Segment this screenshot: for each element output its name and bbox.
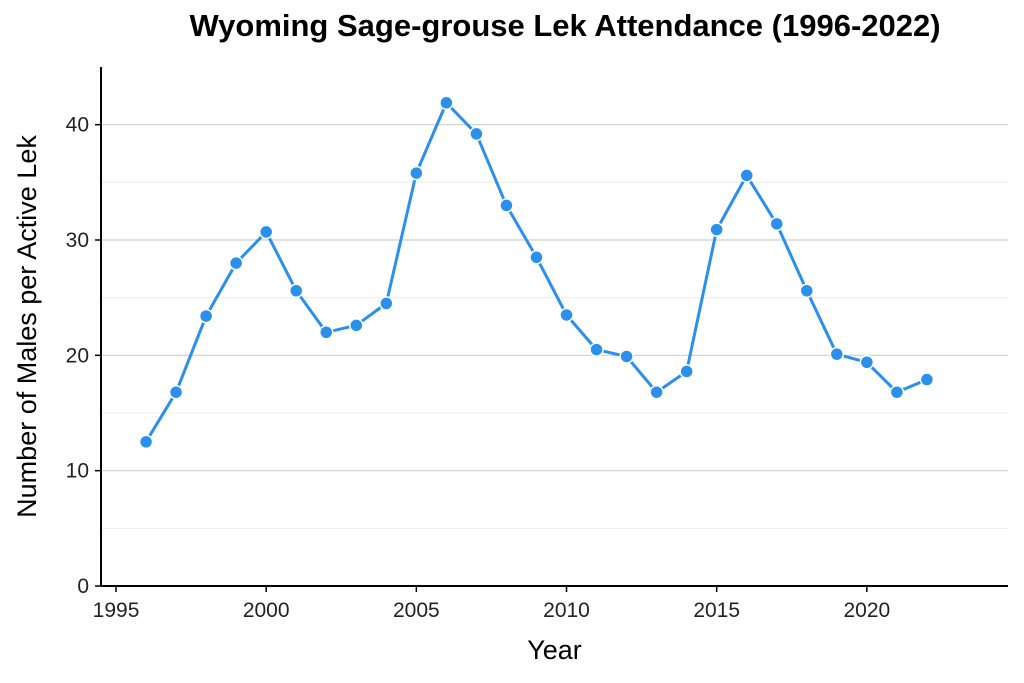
data-point (769, 216, 784, 232)
data-point (919, 372, 935, 387)
data-point (439, 95, 454, 111)
gridlines (101, 124, 1008, 529)
tick-labels: 0 10 20 30 40 1995 2000 2005 2010 2015 2020 (66, 114, 891, 622)
data-point (138, 434, 154, 450)
x-tick-label: 1995 (93, 599, 140, 622)
data-point (499, 198, 514, 213)
data-point (228, 255, 244, 271)
y-axis-title: Number of Males per Active Lek (12, 135, 42, 518)
data-point (739, 168, 754, 183)
data-point (889, 384, 905, 400)
y-tick-label: 10 (66, 460, 89, 483)
data-point (619, 349, 634, 364)
x-tick-label: 2015 (693, 599, 740, 622)
y-tick-label: 30 (66, 229, 89, 252)
data-point (649, 384, 664, 400)
data-point (589, 342, 604, 357)
data-point (288, 283, 304, 298)
x-tick-label: 2000 (243, 599, 290, 622)
data-series (138, 95, 935, 450)
data-point (318, 325, 334, 340)
x-axis-title: Year (527, 635, 582, 665)
data-point (529, 250, 544, 265)
data-point (258, 224, 274, 240)
data-point (709, 222, 724, 237)
y-tick-label: 40 (66, 114, 89, 137)
data-point (198, 308, 214, 324)
x-tick-label: 2005 (393, 599, 440, 622)
series-line (144, 101, 928, 443)
data-point (799, 283, 815, 298)
x-tick-label: 2010 (543, 599, 590, 622)
data-point (469, 126, 484, 142)
data-point (829, 346, 845, 362)
data-point (409, 165, 424, 181)
x-tick-label: 2020 (843, 599, 890, 622)
y-tick-label: 20 (66, 344, 89, 367)
data-point (679, 364, 694, 379)
data-point (168, 384, 184, 400)
chart-title: Wyoming Sage-grouse Lek Attendance (1996… (189, 8, 941, 43)
axes (95, 67, 1008, 592)
data-point (859, 355, 875, 370)
data-point (349, 318, 364, 333)
data-point (379, 296, 394, 311)
data-point (559, 307, 574, 323)
y-tick-label: 0 (77, 575, 89, 598)
